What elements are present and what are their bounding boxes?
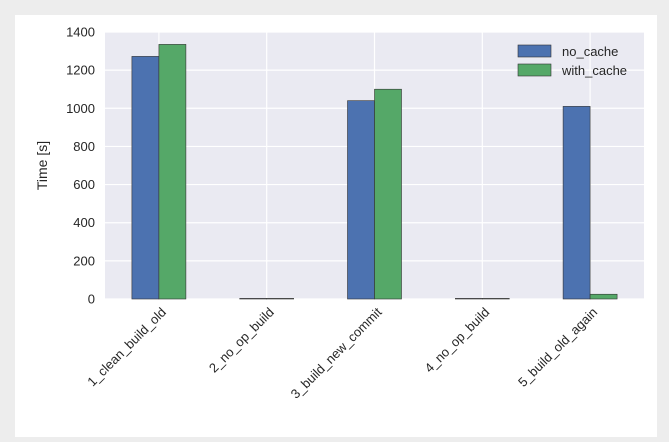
y-tick-label: 1000: [66, 101, 95, 116]
bar: [374, 88, 402, 300]
legend-swatch: [517, 44, 552, 58]
legend: no_cache with_cache: [517, 44, 627, 78]
bar: [239, 298, 267, 300]
bar: [454, 298, 483, 300]
y-tick-label: 1400: [66, 25, 95, 40]
x-tick-label: 5_build_old_again: [515, 305, 600, 390]
x-tick-label: 3_build_new_commit: [288, 304, 385, 401]
y-tick-label: 400: [73, 215, 95, 230]
x-tick-label: 4_no_op_build: [421, 305, 492, 376]
bar-chart: 0 200 400 600 800 1000 1200 1400 1_clean_build_…: [34, 25, 644, 401]
x-tick-label: 2_no_op_build: [206, 305, 277, 376]
bar: [158, 44, 187, 300]
y-axis-label: Time [s]: [34, 141, 50, 190]
y-tick-label: 200: [73, 253, 95, 268]
bar: [589, 293, 618, 300]
y-tick-labels: 0 200 400 600 800 1000 1200 1400: [66, 25, 95, 307]
y-tick-label: 600: [73, 177, 95, 192]
legend-label: with_cache: [561, 63, 627, 78]
bar: [347, 100, 375, 300]
y-tick-label: 800: [73, 139, 95, 154]
bar: [481, 298, 510, 300]
legend-swatch: [517, 63, 552, 77]
y-tick-label: 1200: [66, 63, 95, 78]
bar: [131, 56, 160, 300]
x-tick-labels: 1_clean_build_old 2_no_op_build 3_build_ne…: [84, 304, 600, 401]
y-tick-label: 0: [88, 292, 95, 307]
chart-canvas: 0 200 400 600 800 1000 1200 1400 1_clean_build_…: [15, 15, 657, 437]
x-tick-label: 1_clean_build_old: [84, 305, 169, 390]
bar: [562, 106, 591, 300]
bar: [266, 298, 294, 300]
legend-label: no_cache: [562, 44, 618, 59]
bars: [131, 44, 618, 300]
